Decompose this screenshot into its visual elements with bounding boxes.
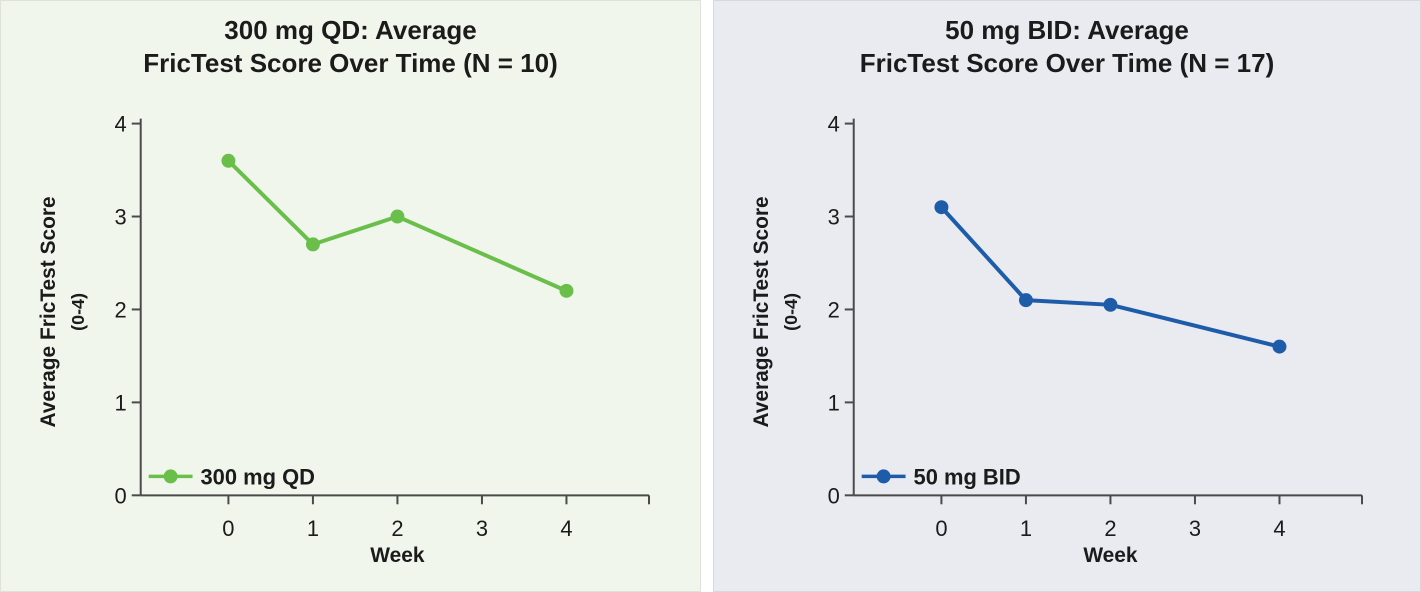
- chart-panel-50mg-bid: 50 mg BID: Average FricTest Score Over T…: [713, 0, 1421, 592]
- data-point: [305, 237, 320, 252]
- x-tick-label: 2: [1104, 516, 1116, 541]
- chart-title-line1: 50 mg BID: Average: [945, 15, 1189, 45]
- y-tick-label: 1: [828, 390, 840, 415]
- legend-marker: [876, 469, 891, 484]
- y-tick-label: 4: [828, 112, 840, 137]
- chart-title-50mg-bid: 50 mg BID: Average FricTest Score Over T…: [714, 14, 1420, 80]
- data-point: [934, 200, 949, 215]
- y-axis-label: Average FricTest Score: [37, 196, 60, 427]
- y-tick-label: 2: [115, 297, 127, 322]
- data-point: [1018, 293, 1033, 308]
- legend-label: 300 mg QD: [201, 464, 315, 489]
- series-line: [939, 205, 1282, 349]
- axes: [844, 118, 1363, 505]
- line-chart-50mg-bid: 0 1 2 3 4 0 1 2 3 4 Week Average FricTest Score (0-4…: [750, 112, 1363, 567]
- chart-panel-300mg-qd: 300 mg QD: Average FricTest Score Over T…: [0, 0, 701, 592]
- data-point: [390, 209, 405, 224]
- legend: 300 mg QD: [148, 464, 315, 489]
- x-tick-label: 4: [560, 516, 572, 541]
- chart-title-line2: FricTest Score Over Time (N = 17): [859, 48, 1275, 78]
- x-axis-label: Week: [370, 544, 425, 567]
- series-line: [226, 158, 569, 293]
- chart-title-300mg-qd: 300 mg QD: Average FricTest Score Over T…: [1, 14, 700, 80]
- y-axis-label-sub: (0-4): [68, 293, 88, 331]
- y-tick-label: 3: [828, 204, 840, 229]
- data-point: [559, 283, 574, 298]
- y-axis-label: Average FricTest Score: [750, 196, 773, 427]
- x-tick-label: 3: [476, 516, 488, 541]
- line-chart-300mg-qd: 0 1 2 3 4 0 1 2 3 4 Week Average FricTest Score (0-4…: [37, 112, 650, 567]
- y-tick-label: 4: [115, 112, 127, 137]
- legend-label: 50 mg BID: [914, 464, 1021, 489]
- x-tick-label: 0: [935, 516, 947, 541]
- x-tick-label: 2: [391, 516, 403, 541]
- data-point: [221, 153, 236, 168]
- chart-title-line1: 300 mg QD: Average: [224, 15, 477, 45]
- y-tick-label: 3: [115, 204, 127, 229]
- x-tick-label: 3: [1189, 516, 1201, 541]
- x-tick-label: 1: [307, 516, 319, 541]
- data-point: [1272, 339, 1287, 354]
- y-tick-label: 0: [828, 483, 840, 508]
- y-tick-label: 2: [828, 297, 840, 322]
- x-tick-label: 0: [222, 516, 234, 541]
- x-axis-label: Week: [1083, 544, 1138, 567]
- y-axis-label-sub: (0-4): [781, 293, 801, 331]
- legend: 50 mg BID: [861, 464, 1021, 489]
- y-tick-label: 1: [115, 390, 127, 415]
- x-tick-label: 1: [1020, 516, 1032, 541]
- x-tick-label: 4: [1273, 516, 1285, 541]
- chart-title-line2: FricTest Score Over Time (N = 10): [143, 48, 558, 78]
- y-tick-label: 0: [115, 483, 127, 508]
- data-point: [1103, 297, 1118, 312]
- legend-marker: [163, 469, 178, 484]
- axes: [131, 118, 650, 505]
